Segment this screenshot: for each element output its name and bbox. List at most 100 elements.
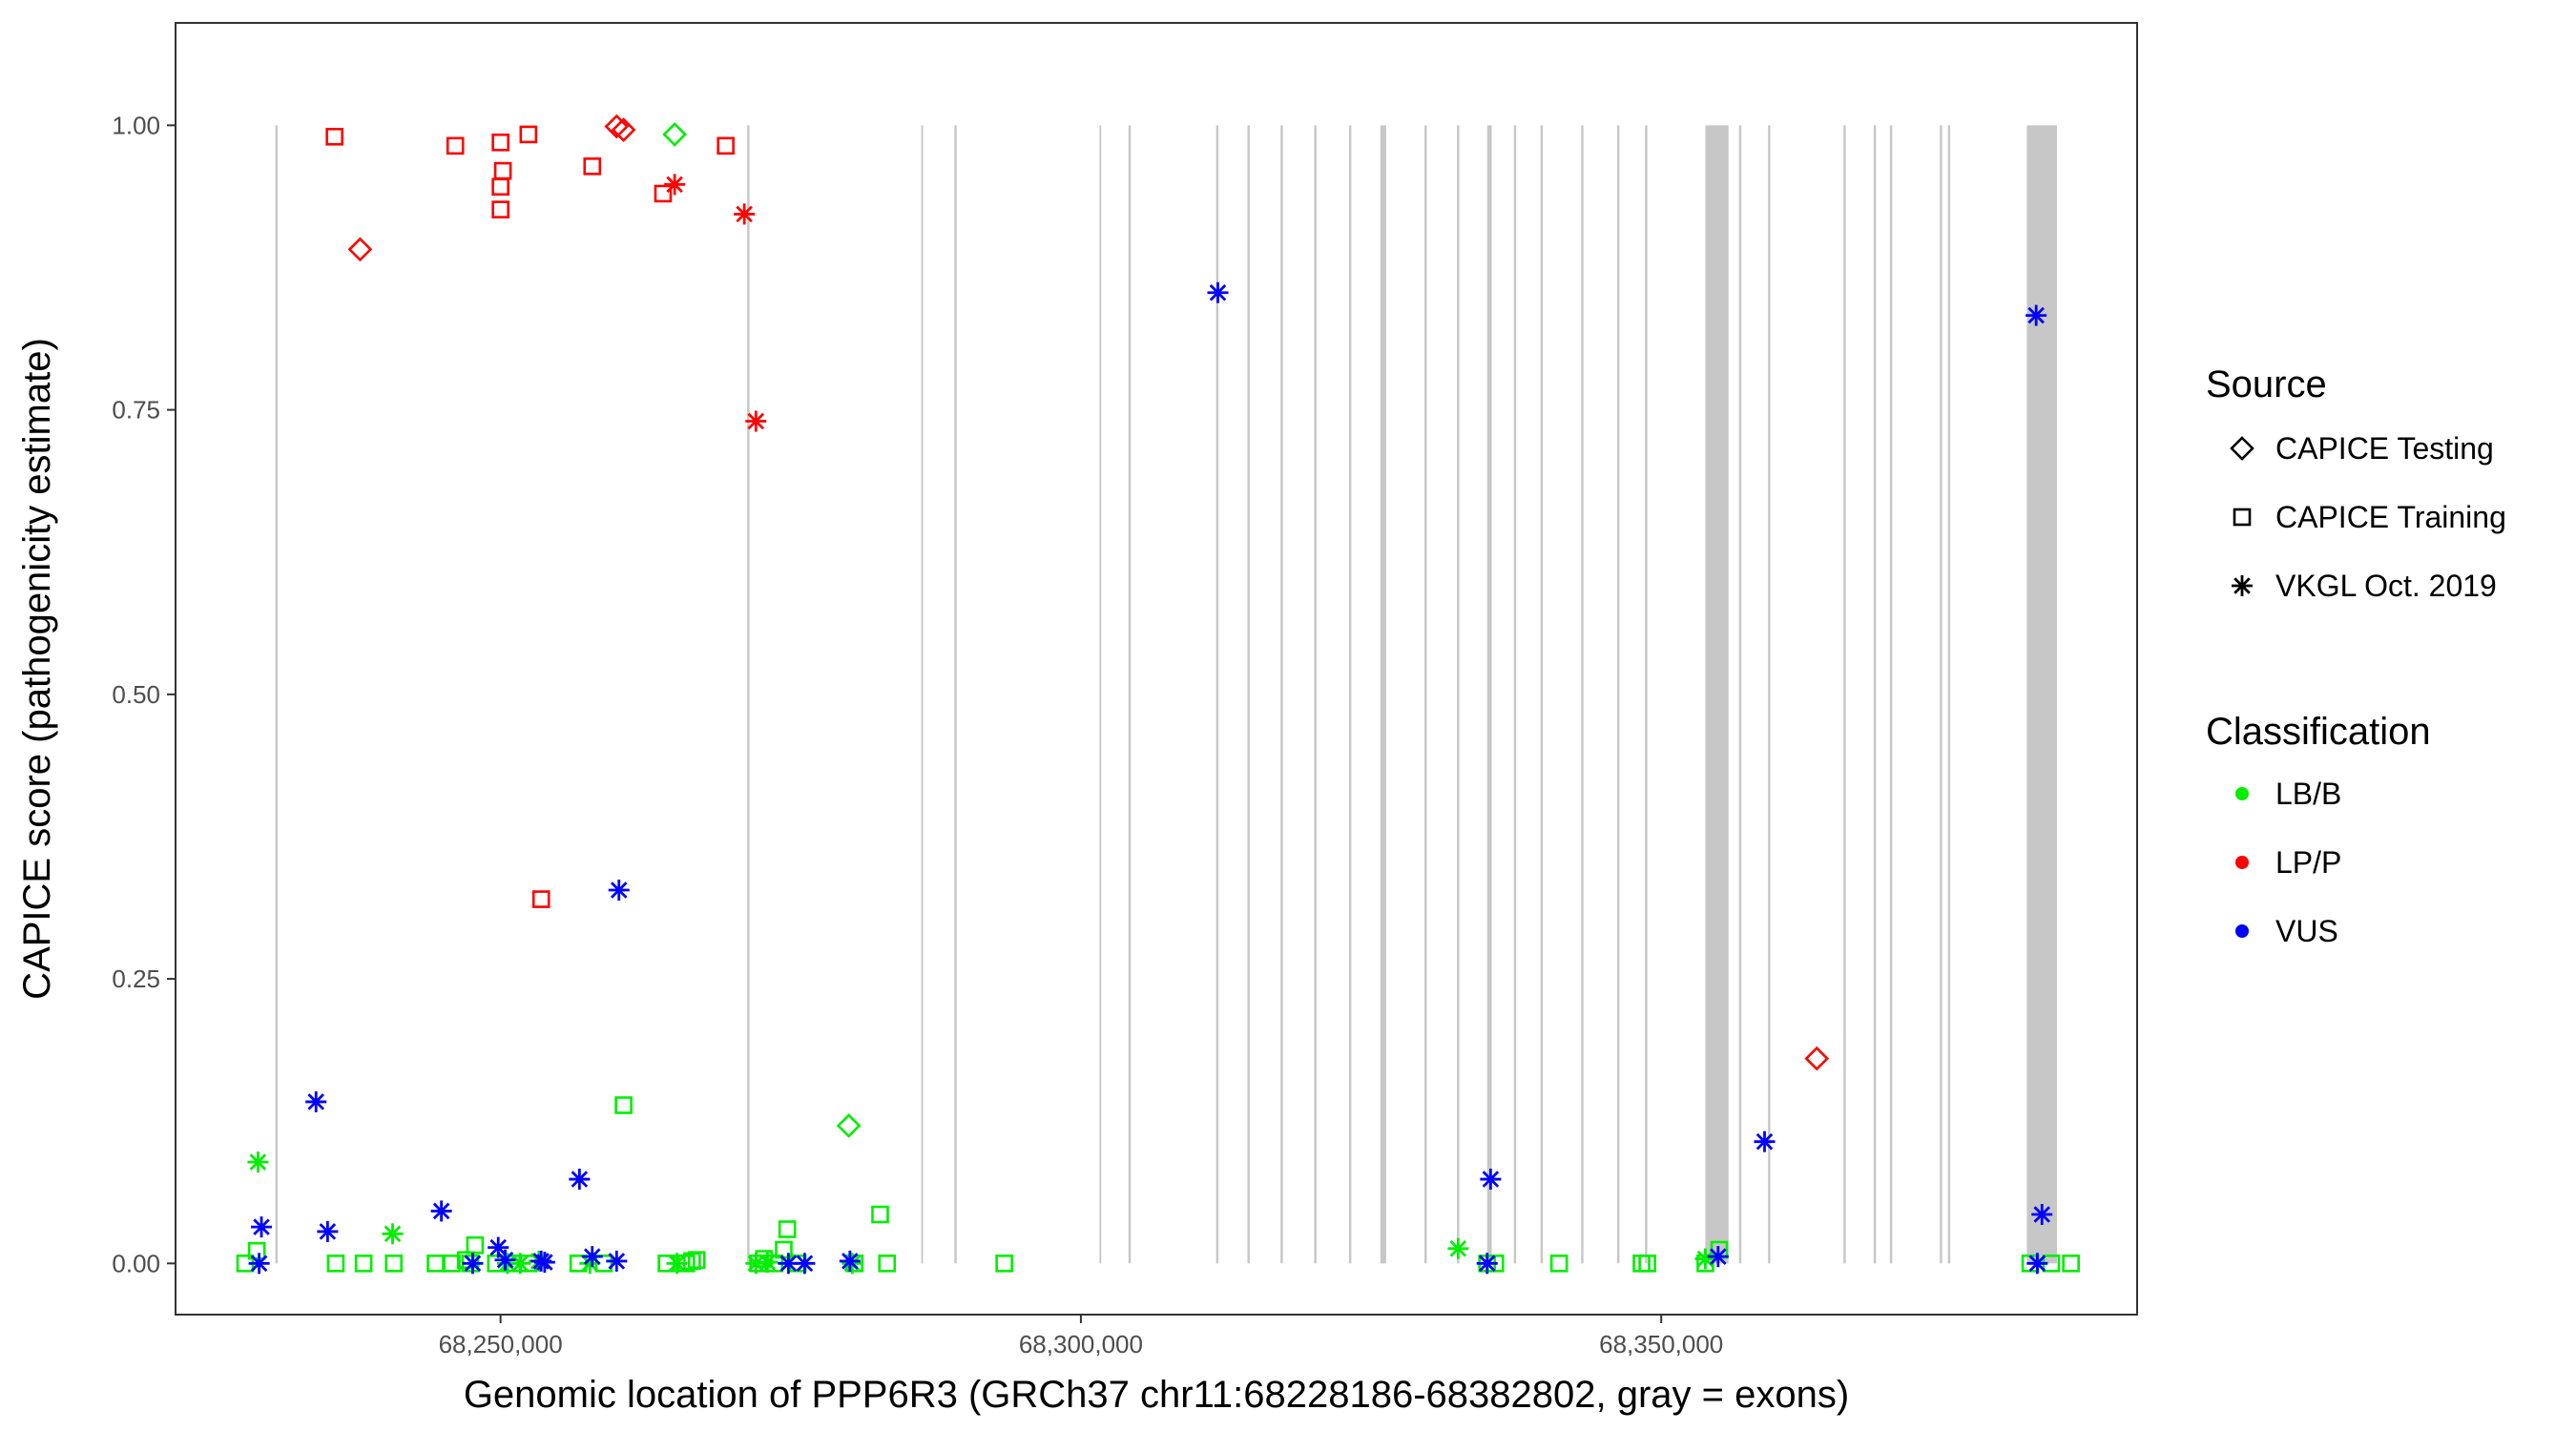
data-point xyxy=(687,1251,706,1270)
data-point xyxy=(251,1216,273,1238)
x-axis: 68,250,000 68,300,000 68,350,000 xyxy=(439,1315,1723,1358)
data-point xyxy=(583,157,602,176)
exon-band xyxy=(1873,125,1877,1264)
exon-band xyxy=(1280,125,1283,1264)
exon-band xyxy=(1947,125,1951,1264)
data-point xyxy=(664,174,686,196)
exon-band xyxy=(1738,125,1742,1264)
data-point xyxy=(839,1250,861,1272)
legend-source-key xyxy=(2230,436,2254,461)
data-point xyxy=(384,1255,404,1273)
legend-class-key xyxy=(2235,787,2249,800)
data-point xyxy=(1549,1255,1568,1273)
data-point xyxy=(604,114,630,139)
exon-bands xyxy=(275,125,2058,1264)
data-point xyxy=(491,177,509,197)
data-point xyxy=(519,125,538,144)
data-point xyxy=(382,1223,404,1245)
data-point xyxy=(247,1241,266,1260)
data-point xyxy=(757,1252,779,1274)
legend: Source Classification CAPICE Testing CAPI… xyxy=(2206,363,2506,948)
data-point xyxy=(491,133,509,152)
data-point xyxy=(734,203,756,225)
legend-source-key xyxy=(2232,575,2253,596)
data-point xyxy=(1804,1046,1830,1071)
x-axis-title: Genomic location of PPP6R3 (GRCh37 chr11… xyxy=(464,1374,1849,1416)
data-point xyxy=(666,1253,688,1275)
y-tick-label: 1.00 xyxy=(112,111,160,139)
data-point xyxy=(494,1249,516,1271)
exon-band xyxy=(1705,125,1729,1264)
data-point xyxy=(2062,1255,2080,1273)
legend-source-title: Source xyxy=(2206,363,2327,405)
data-point xyxy=(1754,1130,1776,1152)
exon-band xyxy=(275,125,279,1264)
exon-band xyxy=(1457,125,1460,1264)
exon-band xyxy=(1513,125,1517,1264)
data-point xyxy=(611,117,636,142)
data-point xyxy=(871,1205,889,1224)
data-point xyxy=(1480,1169,1502,1191)
data-point xyxy=(614,1096,633,1114)
data-point xyxy=(325,127,343,146)
exon-band xyxy=(1424,125,1427,1264)
data-point xyxy=(745,410,767,432)
x-tick-label: 68,250,000 xyxy=(439,1330,563,1358)
legend-class-key xyxy=(2235,924,2249,938)
data-point xyxy=(778,1220,797,1238)
data-point xyxy=(995,1255,1013,1273)
data-point xyxy=(509,1253,531,1275)
data-point xyxy=(878,1255,897,1273)
legend-class-label: VUS xyxy=(2275,914,2338,948)
data-point xyxy=(531,890,551,908)
data-point xyxy=(317,1220,339,1242)
data-point xyxy=(1694,1248,1716,1270)
data-point xyxy=(462,1253,484,1275)
data-point xyxy=(248,1253,270,1275)
y-tick-label: 0.50 xyxy=(112,680,160,709)
data-point xyxy=(493,161,512,180)
data-point xyxy=(1707,1246,1729,1268)
legend-class-key xyxy=(2235,856,2249,869)
data-point xyxy=(654,184,673,203)
data-point xyxy=(491,200,509,218)
plot-panel-border xyxy=(175,22,2138,1316)
exon-band xyxy=(1581,125,1584,1264)
data-point xyxy=(581,1246,603,1268)
x-tick-label: 68,300,000 xyxy=(1019,1330,1143,1358)
data-point xyxy=(305,1090,327,1112)
exon-band xyxy=(1940,125,1942,1264)
exon-band xyxy=(1486,125,1492,1264)
exon-band xyxy=(1889,125,1893,1264)
data-point xyxy=(717,136,735,156)
data-point xyxy=(1447,1237,1469,1259)
data-point xyxy=(466,1235,485,1255)
x-tick-label: 68,350,000 xyxy=(1599,1330,1723,1358)
data-point xyxy=(347,237,373,262)
data-point xyxy=(1476,1253,1498,1275)
exon-band xyxy=(2026,125,2058,1264)
data-point xyxy=(1207,281,1229,303)
data-point xyxy=(430,1200,452,1222)
exon-band xyxy=(1843,125,1846,1264)
exon-band xyxy=(1645,125,1648,1264)
legend-class-label: LP/P xyxy=(2275,845,2341,880)
data-point xyxy=(1638,1255,1656,1273)
data-point xyxy=(794,1253,816,1275)
exon-band xyxy=(1099,125,1102,1264)
legend-source-label: VKGL Oct. 2019 xyxy=(2275,569,2497,603)
exon-band xyxy=(921,125,924,1264)
data-point xyxy=(569,1169,591,1191)
exon-band xyxy=(1128,125,1132,1264)
data-point xyxy=(745,1253,767,1275)
exon-band xyxy=(954,125,957,1264)
exon-band xyxy=(1314,125,1317,1264)
exon-band xyxy=(1616,125,1620,1264)
data-point xyxy=(354,1255,373,1273)
data-point xyxy=(533,1252,555,1274)
exon-band xyxy=(1348,125,1352,1264)
y-axis-title: CAPICE score (pathogenicity estimate) xyxy=(16,338,58,1000)
data-point xyxy=(326,1255,345,1273)
y-axis: 0.00 0.25 0.50 0.75 1.00 xyxy=(112,111,176,1277)
